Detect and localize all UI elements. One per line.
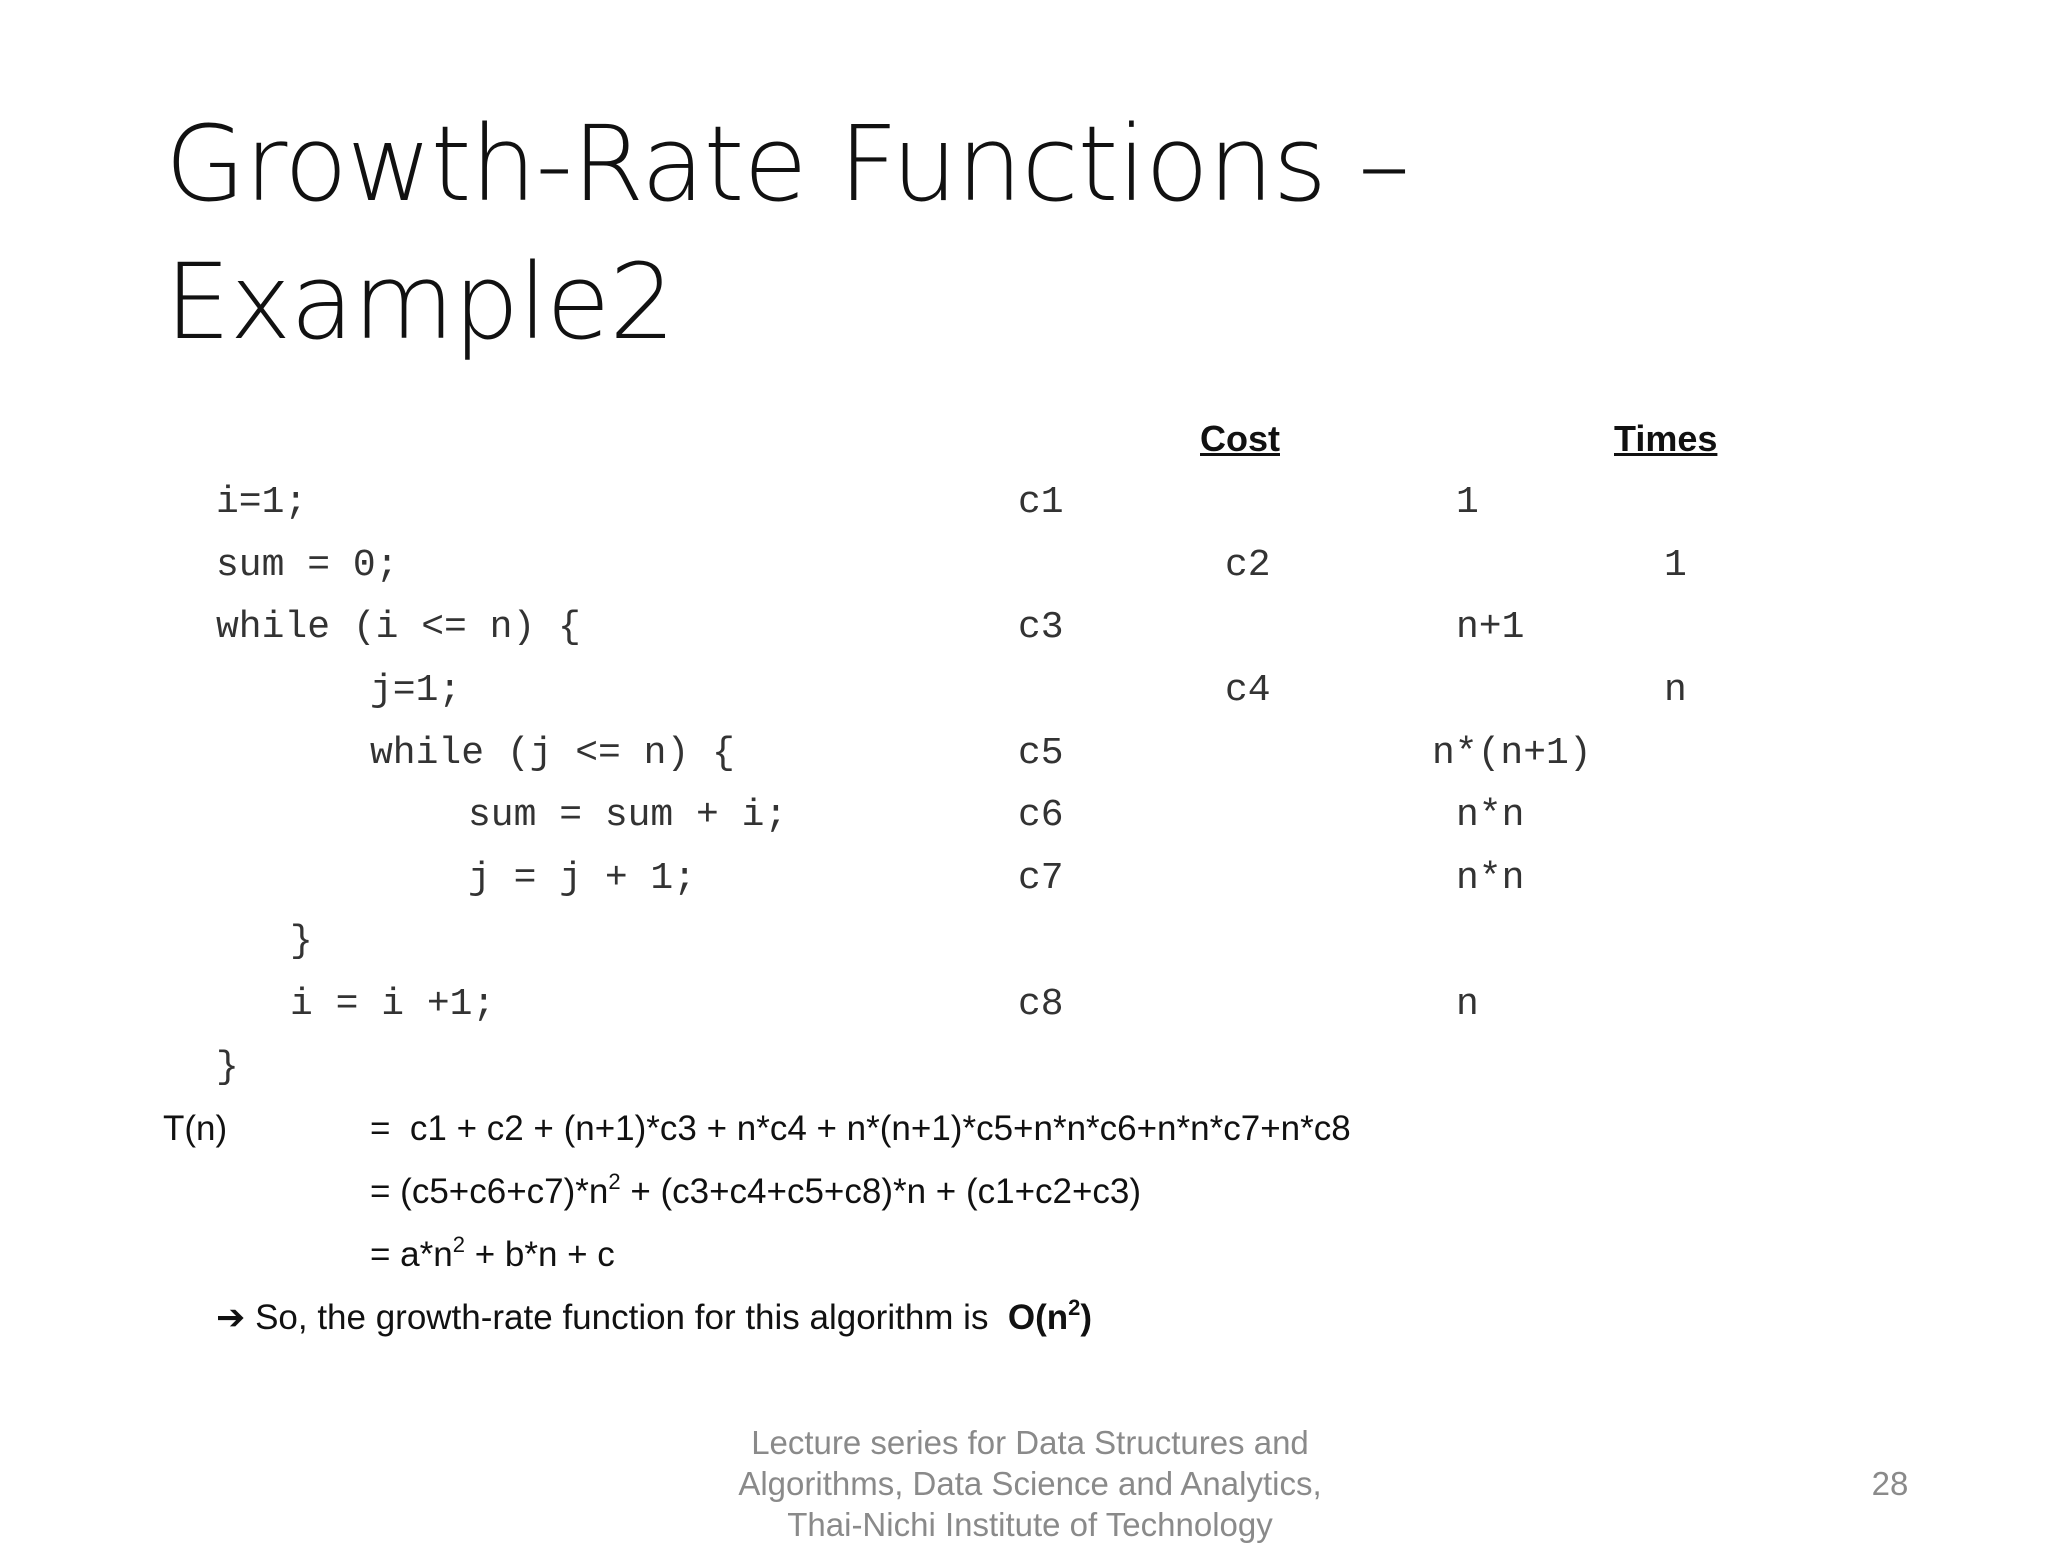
code-line: sum = sum + i; bbox=[468, 794, 788, 837]
footer-text: Lecture series for Data Structures and A… bbox=[738, 1424, 1322, 1543]
code-line: j=1; bbox=[370, 669, 462, 712]
derivation-line-2: = (c5+c6+c7)*n2 + (c3+c4+c5+c8)*n + (c1+… bbox=[370, 1169, 1142, 1211]
conclusion-text: So, the growth-rate function for this al… bbox=[255, 1298, 1008, 1337]
slide-title-line-1: Growth-Rate Functions – bbox=[165, 103, 1410, 225]
times-cell: n*n bbox=[1456, 857, 1525, 900]
code-line: i = i +1; bbox=[290, 983, 496, 1026]
cost-cell: c5 bbox=[1018, 732, 1064, 775]
cost-cell: c4 bbox=[1225, 669, 1271, 712]
conclusion: ➔ So, the growth-rate function for this … bbox=[216, 1295, 1093, 1337]
code-line: sum = 0; bbox=[216, 544, 399, 587]
code-line: } bbox=[290, 920, 313, 963]
cost-cell: c2 bbox=[1225, 544, 1271, 587]
times-cell: n*n bbox=[1456, 794, 1525, 837]
t-of-n-label: T(n) bbox=[163, 1109, 228, 1148]
code-line: while (j <= n) { bbox=[370, 732, 735, 775]
code-line: j = j + 1; bbox=[468, 857, 697, 900]
derivation-line-3: = a*n2 + b*n + c bbox=[370, 1232, 615, 1274]
cost-cell: c7 bbox=[1018, 857, 1064, 900]
times-cell: n*(n+1) bbox=[1432, 732, 1592, 775]
times-header: Times bbox=[1614, 418, 1718, 459]
code-line: while (i <= n) { bbox=[216, 606, 581, 649]
times-cell: 1 bbox=[1456, 481, 1479, 524]
cost-cell: c3 bbox=[1018, 606, 1064, 649]
big-o-result: O(n2) bbox=[1007, 1295, 1093, 1337]
times-cell: n+1 bbox=[1456, 606, 1525, 649]
cost-cell: c1 bbox=[1018, 481, 1064, 524]
derivation-line-1: = c1 + c2 + (n+1)*c3 + n*c4 + n*(n+1)*c5… bbox=[370, 1109, 1351, 1148]
code-line: i=1; bbox=[216, 481, 308, 524]
cost-cell: c6 bbox=[1018, 794, 1064, 837]
page-number: 28 bbox=[1871, 1465, 1909, 1502]
code-line: } bbox=[216, 1046, 239, 1089]
cost-cell: c8 bbox=[1018, 983, 1064, 1026]
slide-title-line-2: Example2 bbox=[165, 241, 675, 363]
times-cell: n bbox=[1456, 983, 1479, 1026]
arrow-right-icon: ➔ bbox=[216, 1298, 246, 1337]
times-cell: 1 bbox=[1664, 544, 1687, 587]
times-cell: n bbox=[1664, 669, 1687, 712]
cost-header: Cost bbox=[1200, 418, 1280, 459]
